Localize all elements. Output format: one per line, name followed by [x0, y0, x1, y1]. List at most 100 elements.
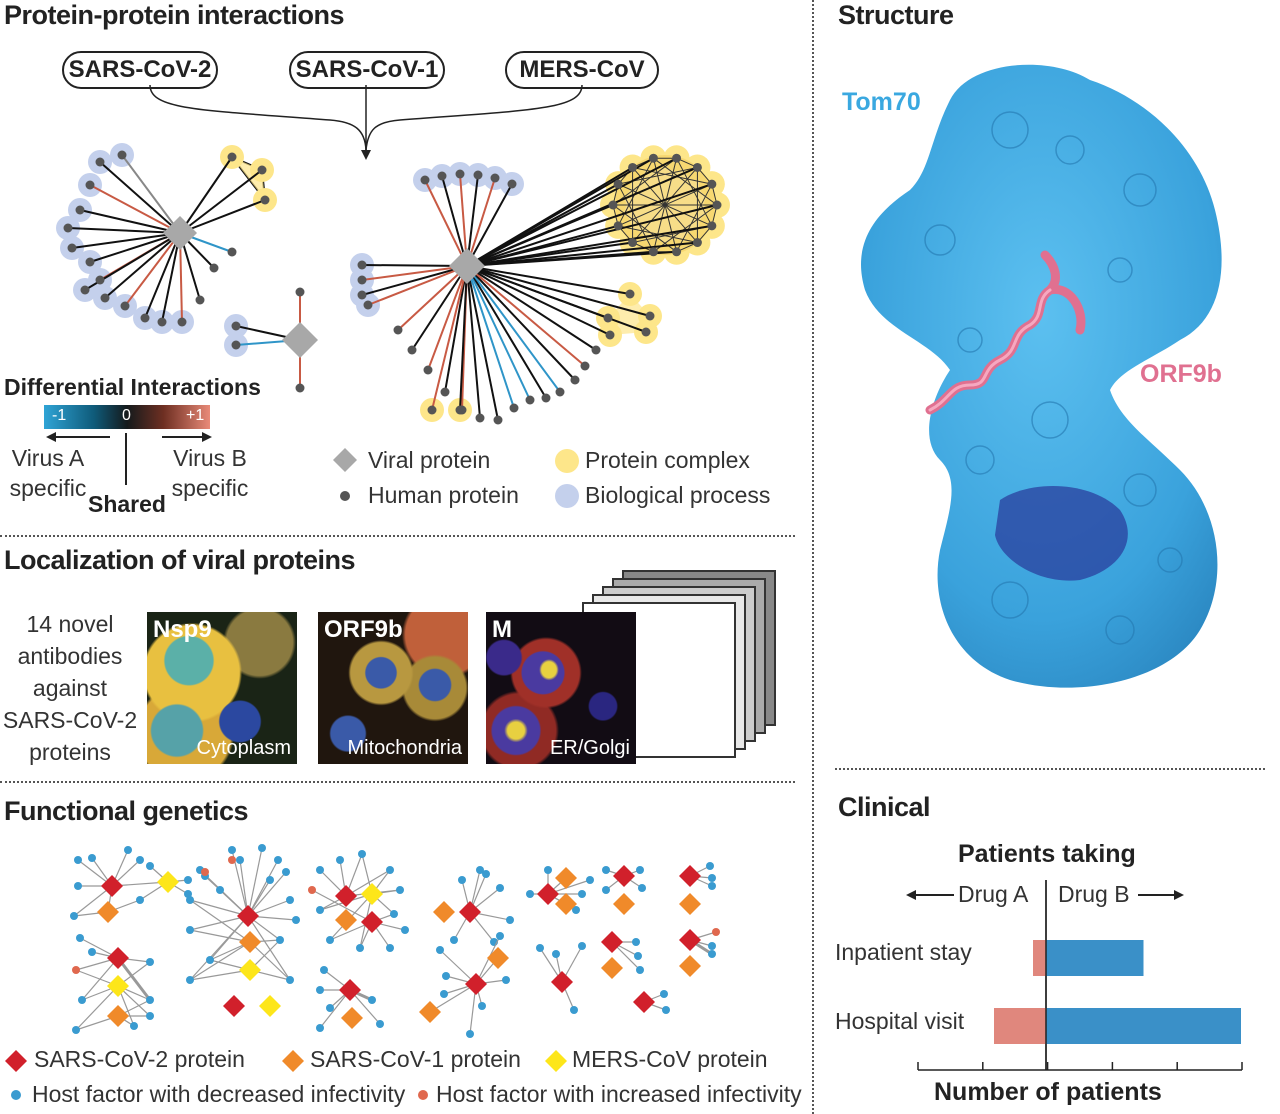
decreased-host-factor — [336, 856, 344, 864]
viral-protein-node — [282, 322, 318, 358]
interaction-edge — [104, 232, 181, 299]
interaction-edge — [89, 232, 181, 263]
decreased-host-factor — [708, 882, 716, 890]
bar-drug-b — [1046, 1008, 1241, 1044]
decreased-host-factor — [634, 952, 642, 960]
virus-b-line2: specific — [171, 475, 249, 501]
decreased-host-factor — [578, 890, 586, 898]
virus-b-line1: Virus B — [173, 445, 247, 471]
human-protein-node — [490, 173, 500, 183]
decreased-host-factor-icon — [11, 1090, 21, 1100]
decreased-host-factor — [266, 876, 274, 884]
decreased-host-factor — [276, 936, 284, 944]
interaction-edge — [161, 232, 181, 323]
viral-protein-diamond — [237, 905, 259, 927]
human-protein-node — [628, 162, 638, 172]
human-protein-node — [613, 221, 623, 231]
interaction-edge — [466, 265, 631, 295]
micrograph-m: M ER/Golgi — [486, 612, 636, 764]
decreased-host-factor — [476, 866, 484, 874]
decreased-host-factor — [502, 976, 510, 984]
human-protein-node — [555, 387, 565, 397]
shared-label: Shared — [88, 491, 166, 517]
antibody-description: 14 novel antibodies against SARS-CoV-2 p… — [0, 608, 140, 768]
viral-protein-diamond — [601, 931, 623, 953]
interaction-edge — [466, 265, 611, 336]
viral-protein-diamond — [335, 885, 357, 907]
genetic-edge — [475, 935, 501, 985]
genetic-edge — [439, 949, 477, 985]
viral-protein-diamond — [551, 971, 573, 993]
interaction-edge — [427, 265, 468, 371]
decreased-host-factor — [316, 1024, 324, 1032]
decreased-host-factor — [146, 862, 154, 870]
interaction-edge — [466, 166, 698, 267]
decreased-host-factor — [390, 910, 398, 918]
human-protein-node — [648, 247, 658, 257]
decreased-host-factor — [458, 876, 466, 884]
decreased-host-factor — [662, 1006, 670, 1014]
virus-a-line2: specific — [9, 475, 87, 501]
increased-host-factor — [228, 856, 236, 864]
decreased-host-factor — [74, 856, 82, 864]
decreased-host-factor — [396, 886, 404, 894]
decreased-host-factor — [286, 896, 294, 904]
viral-protein-diamond — [339, 979, 361, 1001]
human-protein-node — [707, 179, 717, 189]
legend-protein-complex: Protein complex — [585, 447, 750, 473]
viral-protein-diamond — [107, 1005, 129, 1027]
viral-protein-diamond — [465, 973, 487, 995]
decreased-host-factor — [184, 876, 192, 884]
interaction-edge — [466, 157, 654, 267]
decreased-host-factor — [660, 990, 668, 998]
human-protein-node — [393, 325, 403, 335]
interaction-edge — [124, 232, 181, 307]
viral-protein-diamond — [239, 959, 261, 981]
virus-pill-sars-cov-2: SARS-CoV-2 — [62, 51, 218, 89]
micrograph-orf9b: ORF9b Mitochondria — [318, 612, 468, 764]
genetic-edge — [247, 915, 291, 981]
human-protein-node — [628, 238, 638, 248]
viral-protein-diamond — [613, 865, 635, 887]
human-protein-node — [525, 395, 535, 405]
interaction-edge — [466, 250, 654, 267]
human-protein-node — [157, 317, 167, 327]
decreased-host-factor — [440, 990, 448, 998]
human-protein-node — [85, 257, 95, 267]
human-protein-node — [580, 361, 590, 371]
genetic-edge — [116, 957, 152, 1001]
decreased-host-factor — [76, 934, 84, 942]
m-location: ER/Golgi — [549, 737, 630, 759]
human-protein-node — [455, 405, 465, 415]
human-protein-node — [100, 293, 110, 303]
interaction-edge — [397, 265, 468, 331]
decreased-host-factor — [78, 996, 86, 1004]
human-protein-node — [80, 285, 90, 295]
human-protein-node — [692, 162, 702, 172]
legend-biological-process: Biological process — [585, 482, 771, 508]
sars1-protein-icon — [282, 1050, 304, 1072]
decreased-host-factor — [638, 884, 646, 892]
genetic-edge — [73, 885, 113, 917]
decreased-host-factor — [496, 884, 504, 892]
decreased-host-factor — [526, 890, 534, 898]
decreased-host-factor — [186, 976, 194, 984]
genetic-edge — [189, 899, 249, 917]
decreased-host-factor — [274, 856, 282, 864]
human-protein-node — [227, 247, 237, 257]
orf9b-structure-label: ORF9b — [1140, 360, 1222, 388]
genetic-edge — [429, 983, 477, 1013]
desc-line-4: SARS-CoV-2 — [2, 707, 138, 733]
viral-protein-diamond — [613, 893, 635, 915]
human-protein-node — [357, 290, 367, 300]
scale-tick-zero: 0 — [122, 407, 131, 424]
ppi-network-diagram — [56, 84, 730, 425]
human-protein-node — [473, 170, 483, 180]
human-protein-node — [608, 200, 618, 210]
decreased-host-factor — [636, 966, 644, 974]
decreased-host-factor — [450, 936, 458, 944]
decreased-host-factor — [436, 946, 444, 954]
interaction-edge — [444, 265, 468, 393]
orf9b-location: Mitochondria — [347, 737, 462, 759]
dark-pocket — [995, 486, 1128, 581]
